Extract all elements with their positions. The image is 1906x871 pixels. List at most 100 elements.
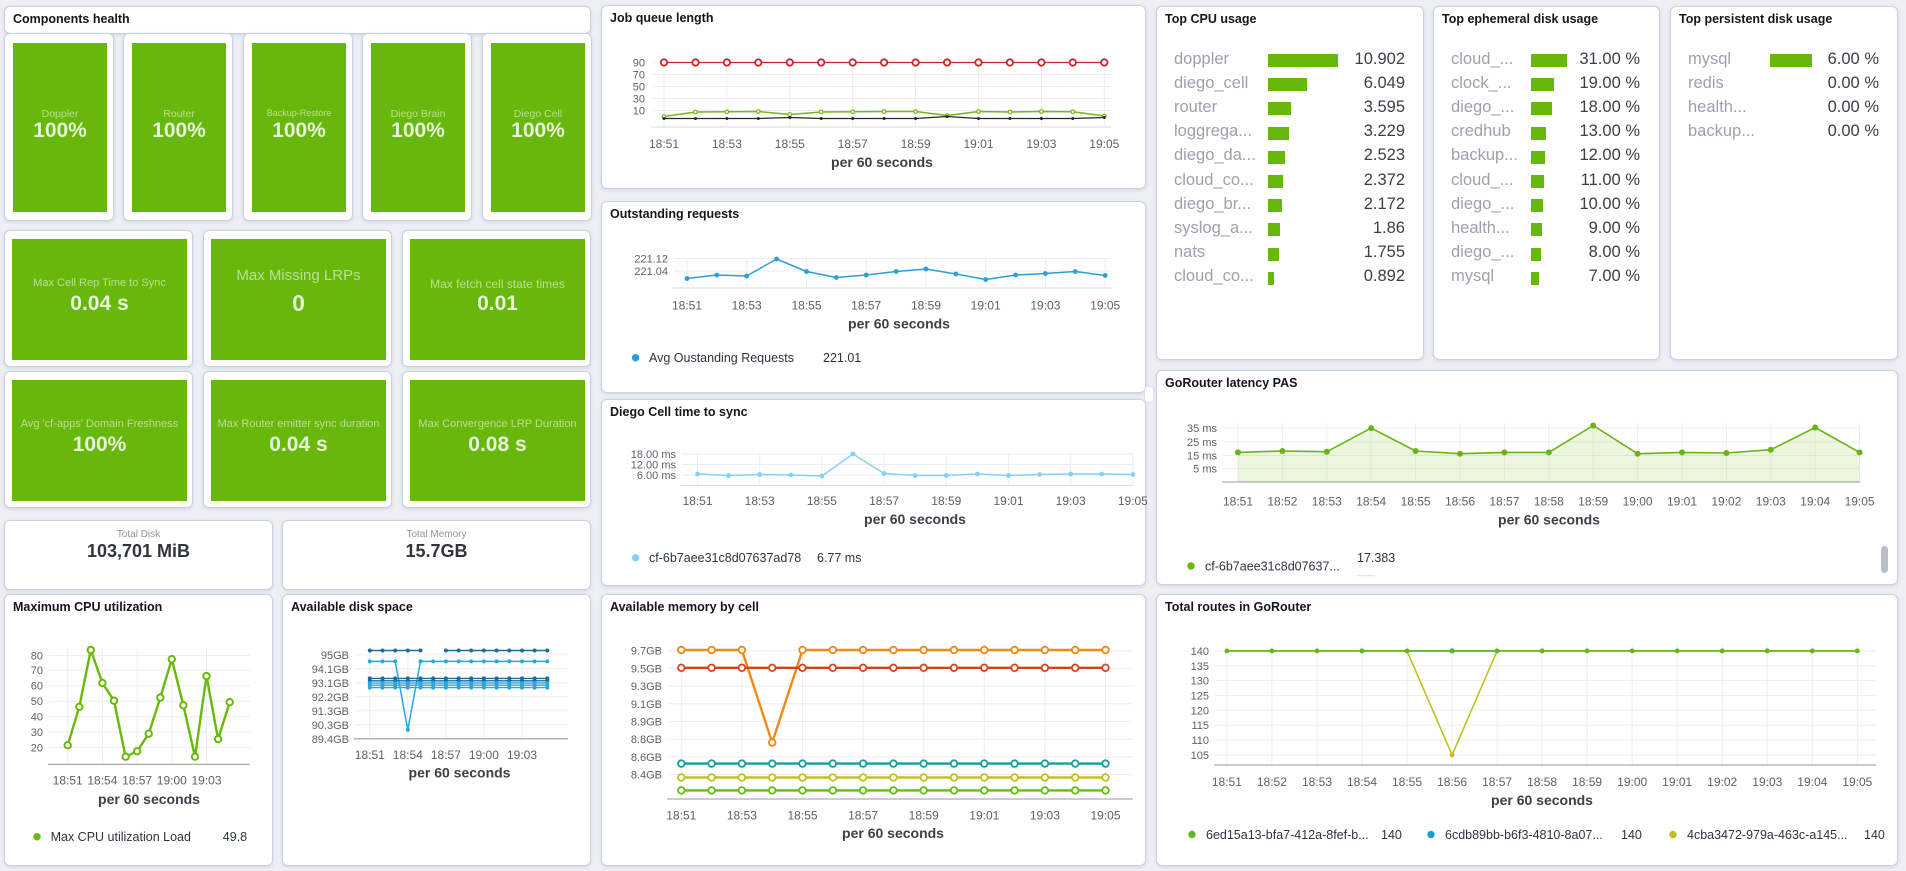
svg-text:30: 30 [633, 94, 645, 106]
svg-text:18:51: 18:51 [1223, 495, 1253, 509]
svg-text:18:57: 18:57 [869, 494, 899, 508]
svg-text:50: 50 [633, 82, 645, 94]
svg-text:9.1GB: 9.1GB [631, 699, 662, 711]
svg-text:221.01: 221.01 [823, 351, 861, 365]
svg-text:19:01: 19:01 [969, 809, 999, 823]
svg-text:18:57: 18:57 [1489, 495, 1519, 509]
svg-text:19:00: 19:00 [1617, 775, 1647, 789]
svg-text:19:05: 19:05 [1842, 775, 1872, 789]
svg-text:19:04: 19:04 [1800, 495, 1830, 509]
svg-text:19:05: 19:05 [1089, 137, 1119, 151]
svg-text:19:03: 19:03 [1756, 495, 1786, 509]
svg-text:90.3GB: 90.3GB [312, 720, 349, 732]
svg-text:per 60 seconds: per 60 seconds [864, 511, 966, 527]
svg-text:18:57: 18:57 [848, 809, 878, 823]
svg-text:19:03: 19:03 [1030, 299, 1060, 313]
svg-text:per 60 seconds: per 60 seconds [848, 316, 950, 332]
svg-text:18:56: 18:56 [1445, 495, 1475, 509]
svg-text:18:53: 18:53 [745, 494, 775, 508]
svg-text:95GB: 95GB [321, 650, 349, 662]
svg-text:90: 90 [633, 58, 645, 70]
svg-text:18:51: 18:51 [672, 299, 702, 313]
svg-text:8.4GB: 8.4GB [631, 770, 662, 782]
svg-text:70: 70 [633, 70, 645, 82]
svg-text:8.6GB: 8.6GB [631, 752, 662, 764]
svg-text:18:59: 18:59 [901, 137, 931, 151]
svg-text:110: 110 [1191, 735, 1209, 747]
svg-text:91.3GB: 91.3GB [312, 706, 349, 718]
svg-text:18:51: 18:51 [666, 809, 696, 823]
svg-text:10: 10 [633, 106, 645, 118]
svg-text:19:00: 19:00 [157, 774, 187, 788]
svg-text:40: 40 [31, 712, 43, 724]
svg-text:8.9GB: 8.9GB [631, 717, 662, 729]
svg-text:19:05: 19:05 [1118, 494, 1147, 508]
svg-text:140: 140 [1621, 828, 1642, 842]
svg-text:18:54: 18:54 [393, 748, 423, 762]
svg-text:19:01: 19:01 [971, 299, 1001, 313]
svg-text:18:57: 18:57 [838, 137, 868, 151]
svg-text:19:03: 19:03 [1030, 809, 1060, 823]
svg-text:4cba3472-979a-463c-a145...: 4cba3472-979a-463c-a145... [1687, 828, 1848, 842]
svg-text:18:54: 18:54 [87, 774, 117, 788]
svg-text:18:51: 18:51 [53, 774, 83, 788]
svg-text:17.383: 17.383 [1357, 551, 1395, 565]
svg-text:Max CPU utilization Load: Max CPU utilization Load [51, 830, 191, 844]
svg-text:18:55: 18:55 [1401, 495, 1431, 509]
svg-text:30: 30 [31, 727, 43, 739]
svg-text:Avg Oustanding Requests: Avg Oustanding Requests [649, 351, 794, 365]
svg-text:135: 135 [1191, 661, 1209, 673]
svg-text:per 60 seconds: per 60 seconds [831, 154, 933, 170]
svg-text:140: 140 [1191, 646, 1209, 658]
svg-text:18:57: 18:57 [851, 299, 881, 313]
svg-text:18:56: 18:56 [1437, 775, 1467, 789]
svg-text:18:51: 18:51 [682, 494, 712, 508]
svg-text:18:55: 18:55 [1392, 775, 1422, 789]
svg-text:18:57: 18:57 [1482, 775, 1512, 789]
svg-text:18:54: 18:54 [1356, 495, 1386, 509]
svg-text:20: 20 [31, 743, 43, 755]
svg-text:125: 125 [1191, 691, 1209, 703]
svg-text:50: 50 [31, 696, 43, 708]
svg-text:140: 140 [1381, 828, 1402, 842]
svg-text:18:51: 18:51 [1212, 775, 1242, 789]
svg-text:19:03: 19:03 [1056, 494, 1086, 508]
svg-text:18:59: 18:59 [1572, 775, 1602, 789]
svg-text:49.8: 49.8 [223, 830, 247, 844]
svg-text:70: 70 [31, 665, 43, 677]
svg-text:130: 130 [1191, 676, 1209, 688]
svg-text:140: 140 [1864, 828, 1885, 842]
svg-text:——: —— [1357, 570, 1375, 580]
svg-text:cf-6b7aee31c8d07637ad78: cf-6b7aee31c8d07637ad78 [649, 551, 801, 565]
svg-text:105: 105 [1191, 750, 1209, 762]
svg-text:60: 60 [31, 681, 43, 693]
svg-text:18:58: 18:58 [1534, 495, 1564, 509]
svg-text:per 60 seconds: per 60 seconds [98, 791, 200, 807]
svg-text:6ed15a13-bfa7-412a-8fef-b...: 6ed15a13-bfa7-412a-8fef-b... [1206, 828, 1369, 842]
svg-text:19:01: 19:01 [1662, 775, 1692, 789]
svg-text:18:57: 18:57 [122, 774, 152, 788]
svg-text:115: 115 [1191, 720, 1209, 732]
svg-text:18:51: 18:51 [355, 748, 385, 762]
svg-text:19:05: 19:05 [1845, 495, 1875, 509]
svg-text:18:59: 18:59 [1578, 495, 1608, 509]
svg-text:19:02: 19:02 [1707, 775, 1737, 789]
svg-text:15 ms: 15 ms [1187, 451, 1217, 463]
svg-text:94.1GB: 94.1GB [312, 664, 349, 676]
svg-text:80: 80 [31, 650, 43, 662]
svg-text:18:55: 18:55 [775, 137, 805, 151]
svg-text:18:53: 18:53 [712, 137, 742, 151]
svg-text:6.00 ms: 6.00 ms [637, 470, 677, 482]
svg-text:8.8GB: 8.8GB [631, 734, 662, 746]
svg-text:221.12: 221.12 [634, 254, 668, 266]
svg-text:18:55: 18:55 [791, 299, 821, 313]
svg-text:per 60 seconds: per 60 seconds [842, 825, 944, 841]
svg-text:9.3GB: 9.3GB [631, 681, 662, 693]
svg-text:18:55: 18:55 [807, 494, 837, 508]
svg-text:12.00 ms: 12.00 ms [631, 460, 677, 472]
svg-text:18:59: 18:59 [931, 494, 961, 508]
svg-text:18:54: 18:54 [1347, 775, 1377, 789]
svg-text:18:58: 18:58 [1527, 775, 1557, 789]
svg-text:93.1GB: 93.1GB [312, 678, 349, 690]
svg-text:18:52: 18:52 [1267, 495, 1297, 509]
